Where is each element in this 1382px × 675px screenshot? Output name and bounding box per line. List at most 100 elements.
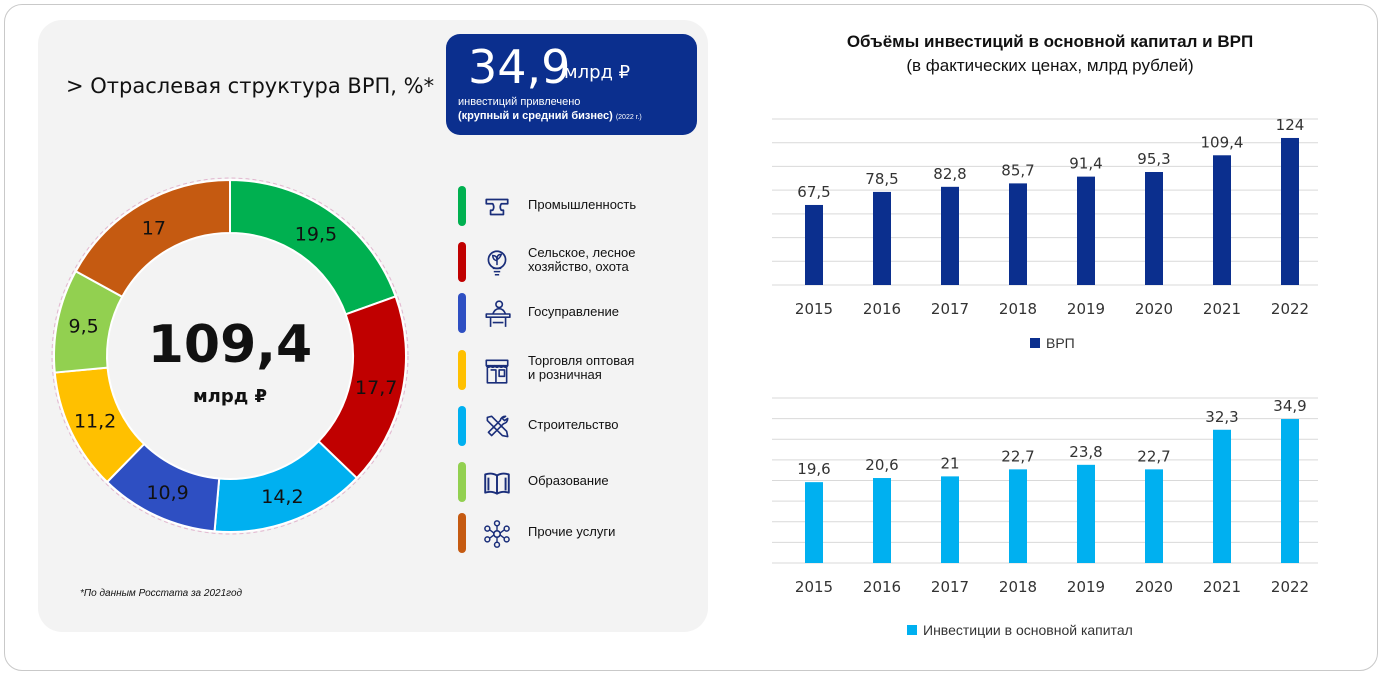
investment-subcaption-text: (крупный и средний бизнес) <box>458 110 613 122</box>
bar <box>1281 137 1299 285</box>
bar <box>1145 469 1163 563</box>
legend-item: Промышленность <box>458 186 698 226</box>
bar-value-label: 67,5 <box>797 183 830 201</box>
legend-label-line: Прочие услуги <box>528 524 616 539</box>
donut-value-label: 9,5 <box>68 316 98 338</box>
legend-item: Образование <box>458 462 698 502</box>
x-tick-label: 2022 <box>1271 300 1309 318</box>
x-tick-label: 2020 <box>1135 578 1173 596</box>
bar-value-label: 21 <box>940 454 959 472</box>
plant-bulb-icon <box>482 248 512 278</box>
donut-value-label: 19,5 <box>295 224 337 246</box>
donut-value-label: 11,2 <box>74 411 116 433</box>
shop-icon <box>482 356 512 386</box>
bar <box>1009 469 1027 563</box>
donut-slices <box>53 178 407 533</box>
x-tick-label: 2019 <box>1067 578 1105 596</box>
investment-subcaption: (крупный и средний бизнес) (2022 г.) <box>458 110 642 122</box>
bar <box>1077 176 1095 285</box>
investment-box: 34,9 млрд ₽ инвестиций привлечено (крупн… <box>446 34 697 135</box>
bar <box>1077 464 1095 563</box>
x-tick-label: 2016 <box>863 300 901 318</box>
bar <box>873 191 891 285</box>
bar <box>1145 172 1163 285</box>
book-icon <box>482 468 512 498</box>
bar-value-label: 32,3 <box>1205 408 1238 426</box>
grp-legend-label: ВРП <box>1046 335 1075 351</box>
donut-slice <box>74 178 231 299</box>
legend-item: Прочие услуги <box>458 513 698 553</box>
legend-label: Госуправление <box>528 305 619 319</box>
donut-dashed-ring <box>51 177 409 535</box>
bar-value-label: 85,7 <box>1001 161 1034 179</box>
legend-color-bar <box>458 186 466 226</box>
grp-series-legend: ВРП <box>1030 335 1075 351</box>
legend-label-line: хозяйство, охота <box>528 259 629 274</box>
network-icon <box>482 519 512 549</box>
bar-value-label: 95,3 <box>1137 150 1170 168</box>
legend-label-line: Сельское, лесное <box>528 245 636 260</box>
legend-color-bar <box>458 462 466 502</box>
investment-legend-label: Инвестиции в основной капитал <box>923 622 1133 638</box>
legend-label: Прочие услуги <box>528 525 615 539</box>
tools-icon <box>482 412 512 442</box>
investment-bar-chart: 19,6 2015 20,6 2016 21 2017 22,7 2018 23,8 2019 22… <box>772 397 1318 596</box>
bar <box>873 478 891 563</box>
legend-item: Строительство <box>458 406 698 446</box>
bar-value-label: 34,9 <box>1273 397 1306 415</box>
x-tick-label: 2017 <box>931 300 969 318</box>
bar <box>805 204 823 285</box>
bar <box>805 482 823 563</box>
legend-color-bar <box>458 293 466 333</box>
legend-label-line: Торговля оптовая <box>528 353 635 368</box>
x-tick-label: 2018 <box>999 300 1037 318</box>
grp-bar-chart: 67,5 2015 78,5 2016 82,8 2017 85,7 2018 91,4 2019… <box>772 116 1318 318</box>
bar-value-label: 20,6 <box>865 456 898 474</box>
sector-donut-chart: 19,5 17,7 14,2 10,9 11,2 9,5 17 109,4 млрд ₽ <box>51 177 409 535</box>
x-tick-label: 2018 <box>999 578 1037 596</box>
bar-value-label: 124 <box>1276 116 1305 134</box>
x-tick-label: 2017 <box>931 578 969 596</box>
donut-center-value: 109,4 <box>148 315 312 375</box>
legend-label: Сельское, лесное хозяйство, охота <box>528 246 636 274</box>
legend-label-line: Госуправление <box>528 304 619 319</box>
x-tick-label: 2021 <box>1203 578 1241 596</box>
legend-color-bar <box>458 513 466 553</box>
footnote: *По данным Росстата за 2021год <box>80 588 243 599</box>
bar-value-label: 91,4 <box>1069 155 1102 173</box>
bar-value-label: 23,8 <box>1069 443 1102 461</box>
bar <box>1213 429 1231 563</box>
donut-value-label: 10,9 <box>146 482 188 504</box>
legend-item: Торговля оптовая и розничная <box>458 350 698 390</box>
donut-value-label: 14,2 <box>261 486 303 508</box>
investment-caption: инвестиций привлечено <box>458 96 581 108</box>
bar-value-label: 22,7 <box>1001 447 1034 465</box>
bar <box>1281 419 1299 563</box>
investment-value: 34,9 <box>468 40 571 94</box>
grp-legend-swatch <box>1030 338 1040 348</box>
legend-color-bar <box>458 406 466 446</box>
x-tick-label: 2022 <box>1271 578 1309 596</box>
donut-value-label: 17 <box>142 217 166 239</box>
legend-label-line: и розничная <box>528 367 602 382</box>
bar-value-label: 78,5 <box>865 170 898 188</box>
x-tick-label: 2019 <box>1067 300 1105 318</box>
x-tick-label: 2016 <box>863 578 901 596</box>
bar-value-label: 22,7 <box>1137 447 1170 465</box>
legend-label: Промышленность <box>528 198 636 212</box>
bar-value-label: 19,6 <box>797 460 830 478</box>
legend-item: Госуправление <box>458 293 698 333</box>
legend-label: Торговля оптовая и розничная <box>528 354 634 382</box>
legend-label-line: Образование <box>528 473 609 488</box>
legend-color-bar <box>458 350 466 390</box>
x-tick-label: 2020 <box>1135 300 1173 318</box>
bar <box>1213 155 1231 285</box>
sector-structure-title: > Отраслевая структура ВРП, %* <box>66 74 435 98</box>
anvil-icon <box>482 192 512 222</box>
x-tick-label: 2015 <box>795 578 833 596</box>
bar <box>1009 183 1027 285</box>
podium-icon <box>482 299 512 329</box>
legend-label: Строительство <box>528 418 618 432</box>
donut-value-label: 17,7 <box>355 377 397 399</box>
bar <box>941 476 959 563</box>
